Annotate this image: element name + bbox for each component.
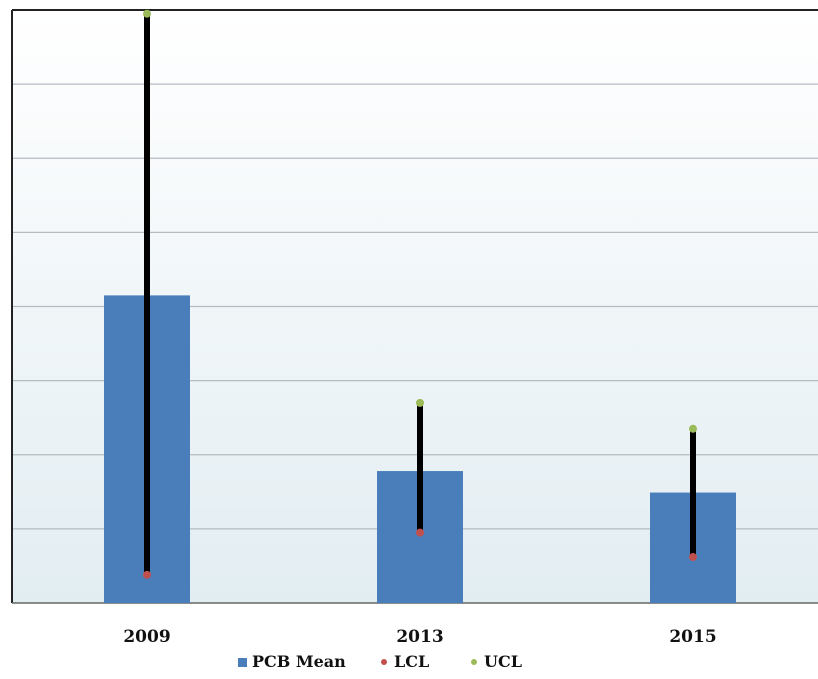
lcl-point-2013 (416, 528, 424, 537)
ucl-point-2013 (416, 398, 424, 407)
legend-ucl-swatch (471, 659, 477, 665)
error-bars (144, 13, 696, 575)
legend-lcl-swatch (381, 659, 387, 665)
x-tick-label: 2013 (396, 627, 443, 647)
ucl-point-2015 (689, 424, 697, 433)
x-tick-label: 2009 (123, 627, 170, 647)
ucl-point-2009 (143, 9, 151, 18)
legend-lcl-label: LCL (394, 652, 429, 671)
legend-ucl: UCL (471, 652, 522, 671)
x-tick-labels: 2009 2013 2015 (123, 627, 716, 647)
legend: PCB Mean LCL UCL (238, 652, 522, 671)
lcl-point-2015 (689, 553, 697, 562)
legend-ucl-label: UCL (484, 652, 522, 671)
markers (143, 9, 697, 579)
lcl-point-2009 (143, 570, 151, 579)
legend-pcb-mean: PCB Mean (238, 652, 346, 671)
x-tick-label: 2015 (669, 627, 716, 647)
legend-pcb-mean-swatch (238, 658, 247, 667)
legend-pcb-mean-label: PCB Mean (252, 652, 346, 671)
legend-lcl: LCL (381, 652, 429, 671)
